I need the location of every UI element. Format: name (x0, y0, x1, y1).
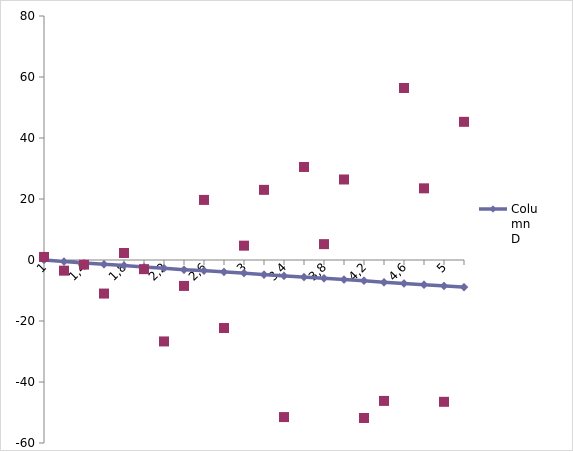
line-point (119, 261, 129, 270)
line-point (419, 280, 429, 290)
scatter-point (319, 239, 329, 250)
scatter-point (459, 116, 469, 127)
legend-label-column-d: Colu mn D (511, 202, 538, 246)
scatter-point (159, 336, 169, 347)
y-tick-label: 60 (20, 70, 35, 84)
scatter-point (79, 259, 89, 270)
scatter-point (179, 280, 189, 291)
line-point (319, 273, 329, 283)
y-tick-label: 20 (20, 192, 35, 206)
y-tick-label: 80 (20, 9, 35, 23)
line-point (399, 279, 409, 288)
line-point (459, 282, 469, 292)
y-tick-label: -20 (15, 314, 35, 328)
line-point (199, 266, 209, 275)
line-point (99, 259, 109, 269)
scatter-point (439, 396, 449, 407)
scatter-point (359, 412, 369, 423)
scatter-point (39, 251, 49, 262)
line-point (259, 270, 269, 279)
x-tick-label: 5 (434, 260, 449, 275)
x-tick-label: 2,2 (146, 260, 169, 283)
scatter-point (219, 323, 229, 334)
scatter-point (239, 240, 249, 251)
scatter-point (279, 412, 289, 423)
scatter-point (399, 82, 409, 93)
scatter-point (379, 395, 389, 406)
line-point (339, 275, 349, 284)
y-tick-label: -40 (15, 375, 35, 389)
scatter-point (119, 247, 129, 258)
line-point (219, 267, 229, 277)
y-tick-label: 0 (27, 253, 35, 267)
line-point (59, 257, 69, 266)
scatter-point (199, 194, 209, 205)
x-tick-label: 3,4 (266, 260, 289, 283)
scatter-point (139, 264, 149, 275)
y-tick-label: 40 (20, 131, 35, 145)
series-line-column-d (43, 258, 465, 289)
scatter-point (59, 265, 69, 276)
x-tick-label: 4,6 (386, 260, 409, 283)
line-point (299, 272, 309, 282)
line-point (279, 271, 289, 281)
line-point (379, 277, 389, 287)
line-point (439, 281, 449, 291)
scatter-point (419, 183, 429, 194)
y-tick-label: -60 (15, 436, 35, 450)
scatter-point (299, 161, 309, 172)
x-tick-label: 1 (34, 260, 49, 275)
line-point (239, 268, 249, 278)
line-point (159, 263, 169, 273)
scatter-point (339, 174, 349, 185)
legend-diamond-marker (489, 205, 497, 213)
line-point (179, 265, 189, 275)
scatter-point (259, 184, 269, 195)
scatter-point (99, 288, 109, 299)
line-point (359, 276, 369, 286)
